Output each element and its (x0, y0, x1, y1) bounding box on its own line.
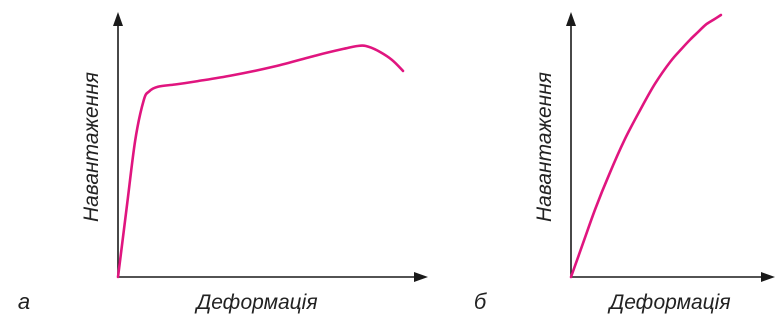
panel-b: Навантаження Деформація б (474, 12, 775, 314)
panel-b-x-axis-arrow (761, 272, 775, 282)
panel-b-letter: б (474, 289, 488, 314)
panel-a-x-axis-label: Деформація (194, 291, 317, 314)
panel-b-y-axis-arrow (566, 12, 576, 26)
panel-b-load-curve (569, 13, 723, 279)
panel-a-y-axis-arrow (113, 12, 123, 26)
panel-a: Навантаження Деформація а (18, 12, 428, 314)
panel-a-y-axis-label: Навантаження (80, 72, 103, 222)
panel-a-load-curve (116, 44, 405, 279)
panel-a-letter: а (18, 289, 30, 314)
panel-b-x-axis-label: Деформація (607, 291, 730, 314)
panel-b-y-axis-label: Навантаження (533, 72, 556, 222)
panel-a-x-axis-arrow (414, 272, 428, 282)
